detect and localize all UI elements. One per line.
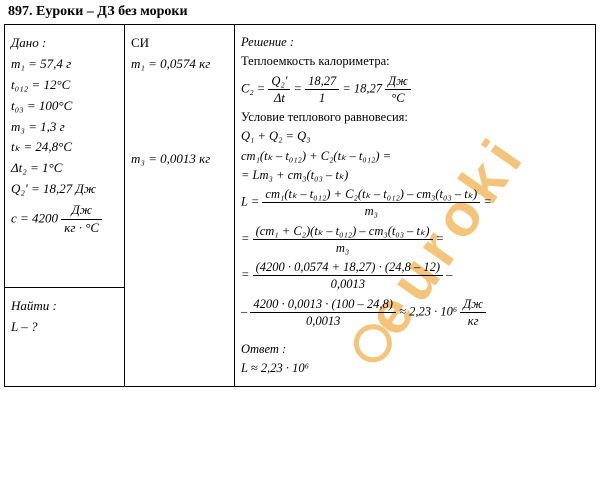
c2-eq: C₂ = Q₂'Δt = 18,271 = 18,27 Дж°C xyxy=(241,73,589,107)
otvet-line: L ≈ 2,23 · 10⁶ xyxy=(241,360,589,376)
tk: tₖ = 24,8°C xyxy=(11,139,118,156)
c2-f1n: Q₂' xyxy=(268,73,290,90)
Lf4d: 0,0013 xyxy=(250,313,396,329)
eq2: cm₁(tₖ – t₀₁₂) + C₂(tₖ – t₀₁₂) = xyxy=(241,148,589,164)
uslovie: Условие теплового равновесия: xyxy=(241,109,589,125)
Lf1d: m₃ xyxy=(262,203,480,219)
naiti-title: Найти : xyxy=(11,298,118,315)
L-eq4: – 4200 · 0,0013 · (100 – 24,8)0,0013 ≈ 2… xyxy=(241,296,589,330)
dano-title: Дано : xyxy=(11,35,118,52)
eq1: Q₁ + Q₂ = Q₃ xyxy=(241,128,589,144)
approx: ≈ 2,23 · 10⁶ xyxy=(396,304,460,318)
page-header: 897. Еуроки – ДЗ без мороки xyxy=(0,0,600,24)
solution-cell: Решение : Теплоемкость калориметра: C₂ =… xyxy=(235,25,595,386)
djcn: Дж xyxy=(385,73,411,90)
djkgn: Дж xyxy=(460,296,486,313)
t012: t₀₁₂ = 12°C xyxy=(11,77,118,94)
c2-f1d: Δt xyxy=(268,90,290,106)
Lf3n: (4200 · 0,0574 + 18,27) · (24,8 – 12) xyxy=(253,259,443,276)
c2-val: = 18,27 xyxy=(339,81,385,95)
c2-pre: C₂ = xyxy=(241,81,268,95)
djkgd: кг xyxy=(460,313,486,329)
Lf4n: 4200 · 0,0013 · (100 – 24,8) xyxy=(250,296,396,313)
Lf3d: 0,0013 xyxy=(253,276,443,292)
m1: m₁ = 57,4 г xyxy=(11,56,118,73)
c2-f2d: 1 xyxy=(305,90,339,106)
teplo-label: Теплоемкость калориметра: xyxy=(241,53,589,69)
dano-cell: Дано : m₁ = 57,4 г t₀₁₂ = 12°C t₀₃ = 100… xyxy=(5,25,125,288)
otvet-title: Ответ : xyxy=(241,341,589,357)
c-pre: c = 4200 xyxy=(11,211,61,226)
L-eq2: = (cm₁ + C₂)(tₖ – t₀₁₂) – cm₃(t₀₃ – tₖ)m… xyxy=(241,223,589,257)
L-eq1: L = cm₁(tₖ – t₀₁₂) + C₂(tₖ – t₀₁₂) – cm₃… xyxy=(241,186,589,220)
Lf2n: (cm₁ + C₂)(tₖ – t₀₁₂) – cm₃(t₀₃ – tₖ) xyxy=(253,223,433,240)
eq3: = Lm₃ + cm₃(t₀₃ – tₖ) xyxy=(241,167,589,183)
c-unit-n: Дж xyxy=(61,202,102,220)
Lf1n: cm₁(tₖ – t₀₁₂) + C₂(tₖ – t₀₁₂) – cm₃(t₀₃… xyxy=(262,186,480,203)
res-title: Решение : xyxy=(241,34,589,50)
eqeq1: = xyxy=(241,231,253,245)
q2p: Q₂' = 18,27 Дж xyxy=(11,181,118,198)
c2-f2n: 18,27 xyxy=(305,73,339,90)
Lf2d: m₃ xyxy=(253,240,433,256)
eqeq2: = xyxy=(241,268,253,282)
si-title: СИ xyxy=(131,35,228,52)
djcd: °C xyxy=(385,90,411,106)
m3: m₃ = 1,3 г xyxy=(11,119,118,136)
L-eq3: = (4200 · 0,0574 + 18,27) · (24,8 – 12)0… xyxy=(241,259,589,293)
dt2: Δt₂ = 1°C xyxy=(11,160,118,177)
si-m1: m₁ = 0,0574 кг xyxy=(131,56,228,73)
c-unit-d: кг · °C xyxy=(61,220,102,237)
L-pre: L = xyxy=(241,195,262,209)
naiti-line: L – ? xyxy=(11,319,118,336)
t03: t₀₃ = 100°C xyxy=(11,98,118,115)
si-cell: СИ m₁ = 0,0574 кг m₃ = 0,0013 кг xyxy=(125,25,235,386)
solution-table: Дано : m₁ = 57,4 г t₀₁₂ = 12°C t₀₃ = 100… xyxy=(4,24,596,387)
si-m3: m₃ = 0,0013 кг xyxy=(131,151,228,168)
c-line: c = 4200 Джкг · °C xyxy=(11,202,118,237)
naiti-cell: Найти : L – ? xyxy=(5,288,125,386)
c-unit-frac: Джкг · °C xyxy=(61,202,102,237)
